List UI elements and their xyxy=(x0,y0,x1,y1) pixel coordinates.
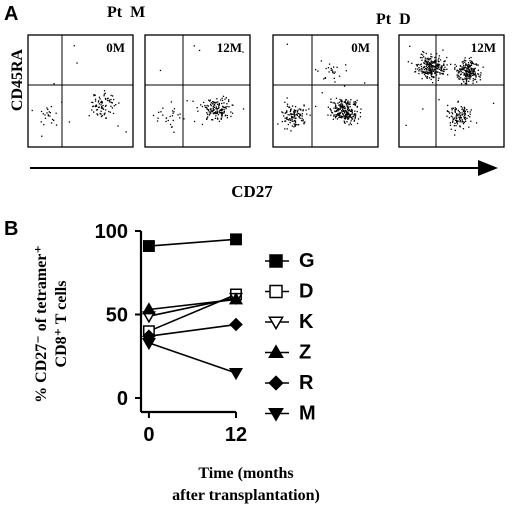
flow-plot-frame xyxy=(27,34,134,148)
series-r xyxy=(142,317,243,343)
cd45ra-axis-label: CD45RA xyxy=(9,48,26,111)
data-point xyxy=(142,240,155,252)
flow-plot: 0M xyxy=(272,34,379,148)
time-point-label: 0M xyxy=(351,40,370,55)
legend-label: G xyxy=(299,250,315,272)
y-tick-label: 0 xyxy=(117,388,128,410)
y-tick-label: 100 xyxy=(95,221,128,243)
series-line xyxy=(148,238,237,247)
legend-item: R xyxy=(265,372,314,394)
series-line xyxy=(148,298,237,311)
legend-item: D xyxy=(265,281,313,303)
event-dots xyxy=(152,45,245,133)
series-d xyxy=(142,288,242,338)
data-point xyxy=(141,302,156,315)
time-point-label: 0M xyxy=(106,40,125,55)
y-axis-title-line2: CD8⁺ T cells xyxy=(53,281,70,368)
data-point xyxy=(229,317,243,332)
x-tick-label: 0 xyxy=(143,424,154,446)
flow-plot-frame xyxy=(272,34,379,148)
legend-label: M xyxy=(299,403,316,425)
x-axis-title-line1: Time (months xyxy=(198,465,293,482)
legend-item: G xyxy=(265,250,315,272)
event-dots xyxy=(405,45,495,136)
chart-axes: 0 50 100 0 12 xyxy=(95,221,248,446)
flow-plot: 12M xyxy=(144,34,251,148)
x-axis-title-line2: after transplantation) xyxy=(172,487,320,504)
time-point-label: 12M xyxy=(217,40,242,55)
legend-label: K xyxy=(299,311,314,333)
cd27-axis-arrowhead xyxy=(478,160,498,176)
group-label-pt-m: Pt M xyxy=(107,4,145,21)
time-point-label: 12M xyxy=(471,40,496,55)
group-label-pt-d: Pt D xyxy=(376,11,411,28)
data-point xyxy=(268,344,284,359)
chart-series xyxy=(141,233,244,381)
x-tick-label: 12 xyxy=(225,424,247,446)
legend-item: Z xyxy=(265,342,311,364)
data-point xyxy=(269,254,283,268)
data-point xyxy=(268,407,284,422)
legend-item: M xyxy=(265,403,316,425)
legend-item: K xyxy=(265,311,314,333)
flow-plot-frame xyxy=(144,34,251,148)
legend-label: R xyxy=(299,372,314,394)
flow-plot: 12M xyxy=(398,34,505,148)
flow-plot: 0M xyxy=(27,34,134,148)
flow-plots: 0M 12M 0M 12M xyxy=(27,34,505,148)
data-point xyxy=(228,368,244,381)
series-line xyxy=(148,323,237,338)
flow-plot-frame xyxy=(398,34,505,148)
legend-label: Z xyxy=(299,342,311,364)
data-point xyxy=(269,284,283,299)
panel-b-label: B xyxy=(4,218,18,240)
series-line xyxy=(148,342,237,374)
y-tick-label: 50 xyxy=(106,305,128,327)
data-point xyxy=(268,375,284,391)
event-dots xyxy=(277,43,366,132)
legend-label: D xyxy=(299,281,313,303)
event-dots xyxy=(31,45,127,137)
data-point xyxy=(268,316,284,331)
cd27-axis-label: CD27 xyxy=(231,182,273,201)
data-point xyxy=(228,292,244,305)
panel-a-label: A xyxy=(4,3,18,25)
series-m xyxy=(141,337,244,381)
data-point xyxy=(141,337,156,351)
series-g xyxy=(142,233,242,252)
y-axis-title: % CD27⁻ of tetramer⁺ CD8⁺ T cells xyxy=(33,245,70,403)
data-point xyxy=(230,233,242,246)
series-z xyxy=(141,292,244,315)
y-axis-title-line1: % CD27⁻ of tetramer⁺ xyxy=(33,245,50,403)
